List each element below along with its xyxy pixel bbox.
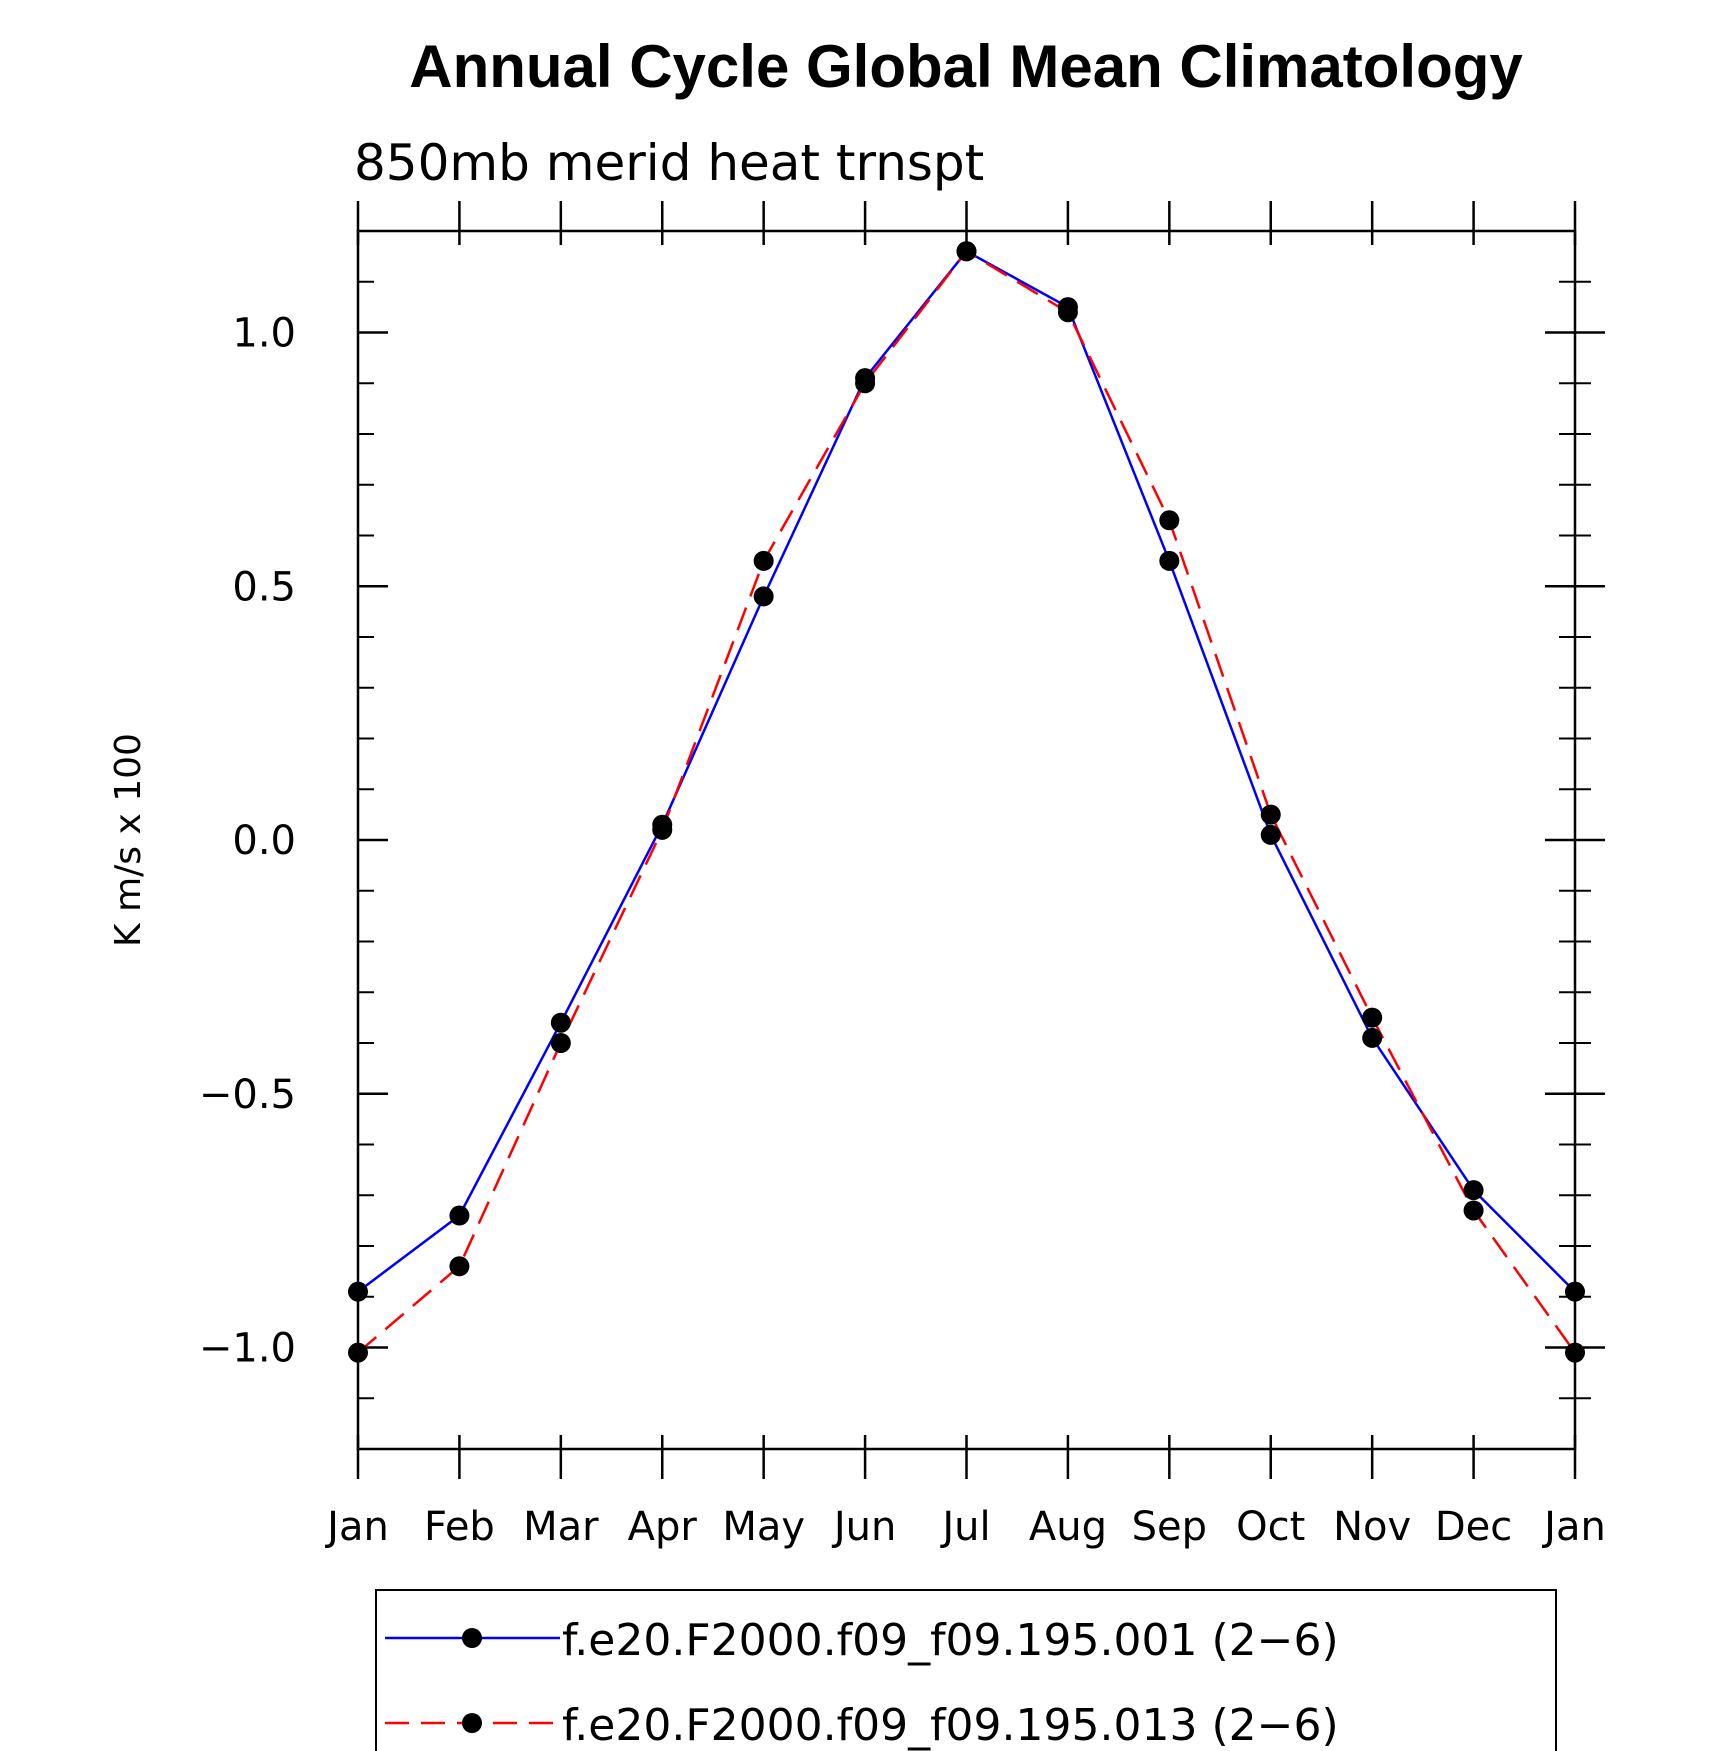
y-tick-label: −0.5 [199,1072,296,1118]
series-1-point [449,1205,470,1226]
x-tick-label: Oct [1236,1504,1305,1550]
y-tick-label: 0.0 [232,818,296,864]
series-1-point [1159,550,1180,571]
series-2-point [652,819,673,840]
chart-subtitle: 850mb merid heat trnspt [354,134,984,192]
series-2-point [753,550,774,571]
series-2-point [348,1342,368,1363]
x-tick-label: Nov [1333,1504,1411,1550]
x-tick-label: Aug [1029,1504,1107,1550]
x-tick-label: Dec [1435,1504,1512,1550]
legend-marker-2 [462,1713,482,1733]
series-2-point [1565,1342,1585,1363]
x-tick-label: Jul [939,1504,990,1550]
series-2-point [1159,510,1180,531]
series-line-2 [357,249,1577,1354]
x-tick-label: Jan [1541,1504,1606,1550]
series-1-point [753,586,774,607]
x-tick-label: Mar [523,1504,599,1550]
series-2-point [956,241,977,262]
y-tick-label: 1.0 [232,311,296,357]
series-1-point [1260,824,1281,845]
y-tick-label: 0.5 [232,564,296,610]
series-1-point [1463,1180,1484,1201]
legend-label-2: f.e20.F2000.f09_f09.195.013 (2−6) [562,1700,1339,1751]
series-layer [348,241,1585,1363]
series-2-point [550,1033,571,1053]
y-tick-label: −1.0 [199,1326,296,1372]
y-axis-label: K m/s x 100 [108,733,149,947]
x-tick-label: Apr [628,1504,698,1550]
x-tick-label: Jun [831,1504,897,1550]
series-2-point [1362,1007,1383,1028]
x-tick-label: Sep [1132,1504,1207,1550]
series-1-point [1362,1027,1383,1048]
legend-box [375,1589,1557,1751]
legend-marker-1 [462,1628,482,1648]
series-1-point [550,1012,571,1033]
series-1-point [348,1281,368,1302]
series-2-point [855,373,876,394]
legend: f.e20.F2000.f09_f09.195.001 (2−6) f.e20.F… [375,1589,1557,1751]
legend-label-1: f.e20.F2000.f09_f09.195.001 (2−6) [562,1615,1339,1666]
x-tick-label: Feb [424,1504,495,1550]
series-line-1 [357,249,1576,1293]
series-2-point [1260,804,1281,825]
series-2-point [449,1256,470,1277]
series-2-point [1463,1200,1484,1221]
series-2-point [1057,302,1078,323]
chart-title: Annual Cycle Global Mean Climatology [409,33,1523,100]
plot-area [356,229,1577,1451]
x-tick-label: May [722,1504,805,1550]
x-tick-label: Jan [324,1504,389,1550]
axis-ticks: Jan Feb Mar Apr May Jun Jul Aug Sep Oct Nov Dec Jan −… [199,201,1606,1550]
series-1-point [1565,1281,1585,1302]
